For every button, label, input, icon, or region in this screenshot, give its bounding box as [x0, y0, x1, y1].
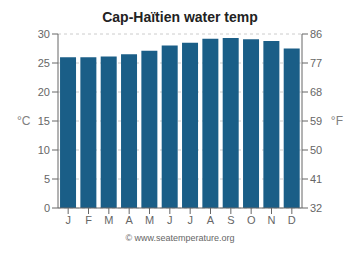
svg-text:32: 32 — [310, 202, 322, 214]
svg-text:J: J — [167, 214, 173, 226]
svg-text:J: J — [187, 214, 193, 226]
html-text:© www.seatemperature.org: © www.seatemperature.org — [125, 233, 235, 243]
svg-text:0: 0 — [44, 202, 50, 214]
svg-text:D: D — [288, 214, 296, 226]
svg-text:J: J — [65, 214, 71, 226]
svg-text:30: 30 — [38, 28, 50, 40]
html-text:Cap-Haïtien water temp: Cap-Haïtien water temp — [102, 9, 258, 25]
svg-text:20: 20 — [38, 86, 50, 98]
svg-text:S: S — [227, 214, 234, 226]
svg-text:O: O — [247, 214, 256, 226]
svg-text:M: M — [104, 214, 113, 226]
svg-text:10: 10 — [38, 144, 50, 156]
svg-text:°F: °F — [331, 114, 343, 128]
svg-text:86: 86 — [310, 28, 322, 40]
svg-text:A: A — [207, 214, 215, 226]
svg-text:15: 15 — [38, 115, 50, 127]
svg-text:N: N — [268, 214, 276, 226]
svg-text:°C: °C — [17, 114, 31, 128]
svg-text:5: 5 — [44, 173, 50, 185]
svg-text:41: 41 — [310, 173, 322, 185]
svg-text:A: A — [125, 214, 133, 226]
svg-text:77: 77 — [310, 57, 322, 69]
svg-text:25: 25 — [38, 57, 50, 69]
svg-text:50: 50 — [310, 144, 322, 156]
svg-text:M: M — [145, 214, 154, 226]
svg-text:F: F — [85, 214, 92, 226]
svg-text:59: 59 — [310, 115, 322, 127]
svg-text:68: 68 — [310, 86, 322, 98]
